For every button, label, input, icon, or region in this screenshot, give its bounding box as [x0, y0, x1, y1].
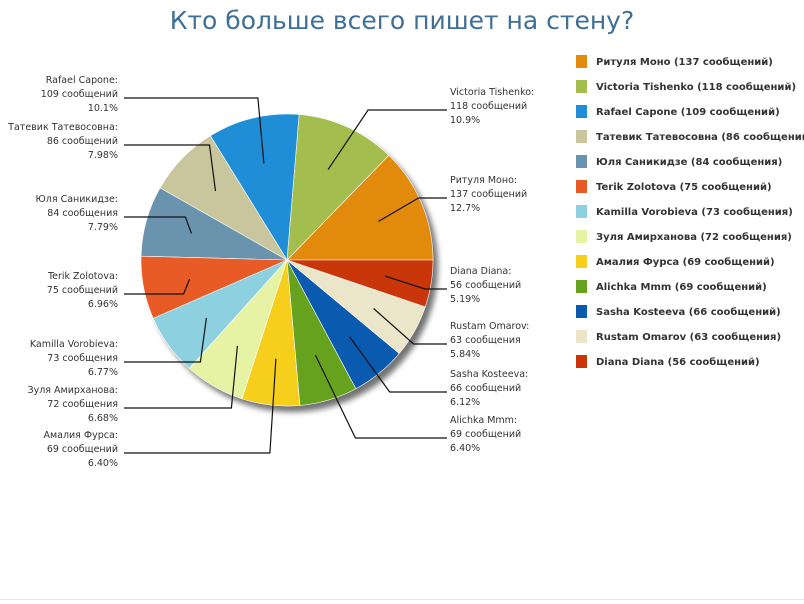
callout-text-victoria-tishenko-count: 118 сообщений [450, 101, 527, 112]
callout-text-diana-diana-name: Diana Diana: [450, 266, 511, 277]
legend-label-diana-diana: Diana Diana (56 сообщений) [596, 356, 760, 368]
callout-text-татевик-татевосовна-name: Татевик Татевосовна: [7, 122, 118, 133]
callout-text-victoria-tishenko-percent: 10.9% [450, 115, 480, 126]
legend-label-rafael-capone: Rafael Capone (109 сообщений) [596, 106, 780, 118]
legend-swatch-diana-diana [576, 355, 587, 368]
callout-text-юля-саникидзе-count: 84 сообщения [47, 208, 118, 219]
pie-slice-rafael-capone[interactable] [209, 113, 300, 261]
callout-text-татевик-татевосовна-percent: 7.98% [88, 150, 118, 161]
legend-label-ритуля-моно: Ритуля Моно (137 сообщений) [596, 56, 773, 68]
pie-slice-ритуля-моно[interactable] [286, 154, 434, 261]
legend-swatch-alichka-mmm [576, 280, 587, 293]
callout-text-diana-diana-percent: 5.19% [450, 294, 480, 305]
callout-line-ритуля-моно [378, 197, 447, 222]
bottom-divider [0, 599, 804, 600]
callout-line-victoria-tishenko [327, 109, 447, 170]
callout-text-rustam-omarov-percent: 5.84% [450, 349, 480, 360]
legend-swatch-sasha-kosteeva [576, 305, 587, 318]
legend-label-terik-zolotova: Terik Zolotova (75 сообщений) [596, 181, 772, 193]
callout-text-зуля-амирханова-count: 72 сообщения [47, 399, 118, 410]
callout-text-alichka-mmm-count: 69 сообщений [450, 429, 521, 440]
callout-text-амалия-фурса-percent: 6.40% [88, 458, 118, 469]
legend-swatch-амалия-фурса [576, 255, 587, 268]
legend-label-alichka-mmm: Alichka Mmm (69 сообщений) [596, 281, 767, 293]
callout-text-ритуля-моно-percent: 12.7% [450, 203, 480, 214]
legend-label-rustam-omarov: Rustam Omarov (63 сообщения) [596, 331, 781, 343]
callout-text-юля-саникидзе-name: Юля Саникидзе: [36, 194, 118, 205]
legend-swatch-зуля-амирханова [576, 230, 587, 243]
legend-label-татевик-татевосовна: Татевик Татевосовна (86 сообщений) [596, 131, 804, 143]
callout-text-амалия-фурса-count: 69 сообщений [47, 444, 118, 455]
legend-label-sasha-kosteeva: Sasha Kosteeva (66 сообщений) [596, 306, 781, 318]
callout-line-diana-diana [384, 275, 447, 290]
callout-line-rafael-capone [124, 97, 265, 164]
callout-text-rafael-capone-count: 109 сообщений [41, 89, 118, 100]
legend-swatch-ритуля-моно [576, 55, 587, 68]
callout-text-terik-zolotova-percent: 6.96% [88, 299, 118, 310]
callout-text-rustam-omarov-count: 63 сообщения [450, 335, 521, 346]
legend-label-юля-саникидзе: Юля Саникидзе (84 сообщения) [596, 156, 782, 168]
legend-label-kamilla-vorobieva: Kamilla Vorobieva (73 сообщения) [596, 206, 793, 218]
callout-line-амалия-фурса [124, 358, 277, 454]
legend-swatch-rustam-omarov [576, 330, 587, 343]
legend-label-зуля-амирханова: Зуля Амирханова (72 сообщения) [596, 231, 792, 243]
callout-text-alichka-mmm-percent: 6.40% [450, 443, 480, 454]
legend-swatch-terik-zolotova [576, 180, 587, 193]
callout-line-юля-саникидзе [124, 216, 192, 234]
legend-swatch-kamilla-vorobieva [576, 205, 587, 218]
legend-swatch-rafael-capone [576, 105, 587, 118]
callout-line-sasha-kosteeva [349, 336, 447, 393]
callout-text-diana-diana-count: 56 сообщений [450, 280, 521, 291]
callout-text-sasha-kosteeva-count: 66 сообщений [450, 383, 521, 394]
callout-text-юля-саникидзе-percent: 7.79% [88, 222, 118, 233]
callout-text-sasha-kosteeva-percent: 6.12% [450, 397, 480, 408]
callout-text-kamilla-vorobieva-count: 73 сообщения [47, 353, 118, 364]
callout-text-татевик-татевосовна-count: 86 сообщений [47, 136, 118, 147]
legend-label-амалия-фурса: Амалия Фурса (69 сообщений) [596, 256, 775, 268]
callout-text-victoria-tishenko-name: Victoria Tishenko: [450, 87, 534, 98]
callout-text-terik-zolotova-count: 75 сообщений [47, 285, 118, 296]
callout-text-kamilla-vorobieva-percent: 6.77% [88, 367, 118, 378]
pie-slice-victoria-tishenko[interactable] [286, 114, 390, 261]
callout-line-alichka-mmm [314, 354, 447, 439]
callout-text-terik-zolotova-name: Terik Zolotova: [47, 271, 118, 282]
callout-text-зуля-амирханова-name: Зуля Амирханова: [28, 385, 118, 396]
callout-text-rafael-capone-name: Rafael Capone: [46, 75, 118, 86]
legend-label-victoria-tishenko: Victoria Tishenko (118 сообщений) [596, 81, 796, 93]
callout-line-kamilla-vorobieva [124, 317, 207, 363]
callout-text-sasha-kosteeva-name: Sasha Kosteeva: [450, 369, 528, 380]
callout-text-kamilla-vorobieva-name: Kamilla Vorobieva: [30, 339, 118, 350]
legend-swatch-юля-саникидзе [576, 155, 587, 168]
callout-text-ритуля-моно-name: Ритуля Моно: [450, 175, 517, 186]
callout-line-terik-zolotova [124, 278, 191, 295]
callout-text-амалия-фурса-name: Амалия Фурса: [43, 430, 118, 441]
callout-text-зуля-амирханова-percent: 6.68% [88, 413, 118, 424]
legend-swatch-татевик-татевосовна [576, 130, 587, 143]
callout-text-alichka-mmm-name: Alichka Mmm: [450, 415, 517, 426]
callout-text-rafael-capone-percent: 10.1% [88, 103, 118, 114]
callout-line-rustam-omarov [373, 308, 447, 345]
callout-line-зуля-амирханова [124, 345, 238, 409]
callout-text-ритуля-моно-count: 137 сообщений [450, 189, 527, 200]
chart-title: Кто больше всего пишет на стену? [169, 6, 635, 35]
pie-slice-diana-diana[interactable] [286, 259, 434, 308]
callout-line-татевик-татевосовна [124, 144, 217, 192]
legend-swatch-victoria-tishenko [576, 80, 587, 93]
callout-text-rustam-omarov-name: Rustam Omarov: [450, 321, 529, 332]
